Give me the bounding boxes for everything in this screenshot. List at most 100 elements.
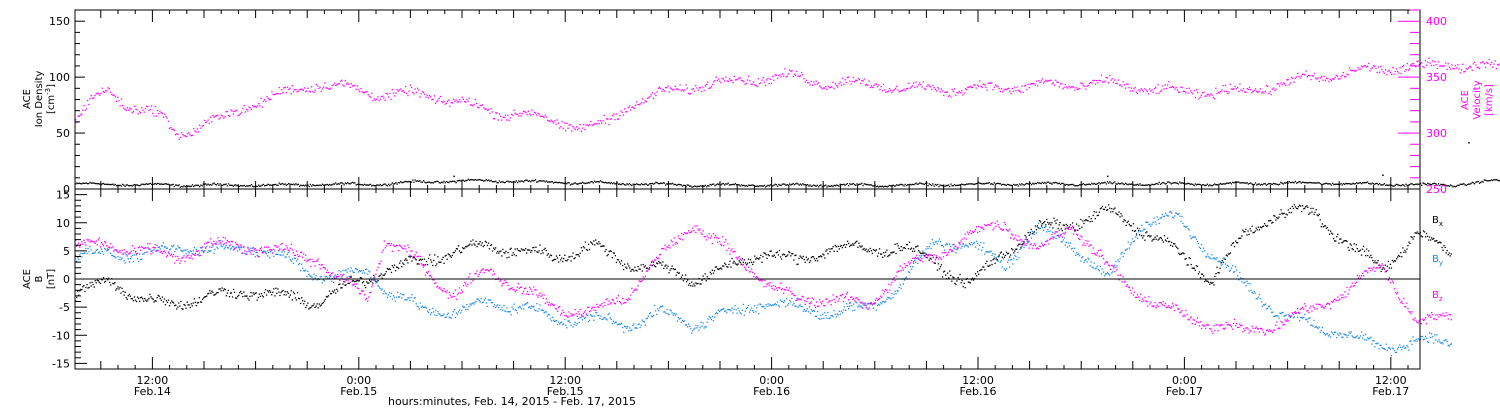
velocity-point: [367, 94, 369, 96]
bx-point: [355, 280, 357, 282]
ion-density-point: [385, 184, 387, 186]
ion-density-point: [1496, 179, 1499, 181]
bx-point: [1245, 228, 1247, 230]
velocity-point: [1033, 83, 1035, 85]
bx-point: [1127, 220, 1129, 222]
velocity-point: [339, 80, 342, 82]
velocity-point: [577, 129, 579, 131]
velocity-point: [483, 107, 485, 109]
bx-point: [240, 290, 242, 293]
bx-point: [768, 255, 770, 257]
velocity-point: [1135, 91, 1137, 93]
velocity-point: [732, 82, 734, 84]
bx-point: [444, 255, 446, 257]
by-point: [265, 253, 268, 255]
bx-point: [594, 244, 596, 246]
ion-density-point: [364, 183, 366, 185]
bx-point: [757, 258, 759, 260]
ion-density-point: [522, 181, 525, 183]
by-point: [81, 256, 83, 258]
velocity-point: [392, 92, 395, 94]
ion-density-point: [1313, 182, 1316, 184]
ion-density-point: [990, 183, 992, 185]
velocity-point: [237, 114, 239, 117]
bx-point: [303, 303, 305, 305]
bx-point: [1284, 216, 1286, 219]
velocity-point: [661, 90, 663, 92]
ion-density-point: [525, 179, 527, 181]
ion-density-point: [286, 183, 289, 186]
velocity-point: [724, 80, 726, 82]
velocity-point: [479, 104, 481, 107]
velocity-point: [319, 86, 321, 88]
bx-point: [82, 286, 84, 288]
bx-point: [964, 287, 966, 289]
by-point: [222, 244, 224, 246]
bx-point: [112, 282, 114, 285]
velocity-point: [218, 118, 220, 120]
velocity-point: [855, 79, 857, 81]
ion-density-point: [848, 185, 850, 187]
bx-point: [661, 264, 663, 266]
bx-point: [600, 245, 602, 248]
velocity-point: [1286, 79, 1288, 81]
velocity-point: [1128, 87, 1130, 89]
ion-density-point: [506, 180, 508, 182]
velocity-point: [873, 84, 875, 87]
velocity-point: [1360, 65, 1363, 67]
ion-density-point: [321, 183, 324, 185]
ion-density-point: [1140, 184, 1142, 186]
by-point: [260, 246, 263, 249]
ion-density-point: [672, 182, 674, 184]
ion-density-point: [1283, 182, 1286, 184]
velocity-point: [1044, 80, 1046, 83]
bx-point: [1230, 244, 1233, 246]
ion-density-point: [277, 184, 279, 186]
velocity-point: [203, 119, 206, 122]
ion-density-point: [1423, 182, 1425, 185]
by-point: [251, 247, 253, 249]
ion-density-point: [167, 183, 169, 185]
velocity-point: [353, 85, 355, 87]
ion-density-point: [773, 184, 775, 186]
ion-density-point: [1144, 184, 1146, 186]
velocity-point: [536, 114, 538, 116]
ion-density-point: [1328, 183, 1330, 185]
ion-density-point: [1406, 184, 1408, 187]
ion-density-point: [300, 184, 302, 186]
velocity-point: [544, 114, 546, 116]
ion-density-point: [249, 185, 251, 187]
ion-density-point: [999, 183, 1001, 185]
ion-density-point: [870, 184, 873, 186]
bx-point: [1000, 251, 1002, 253]
ion-density-point: [542, 180, 544, 182]
bx-point: [870, 250, 872, 252]
velocity-point: [642, 98, 644, 100]
bx-point: [724, 262, 726, 264]
velocity-point: [290, 93, 292, 95]
velocity-point: [1167, 84, 1169, 86]
bx-point: [1104, 206, 1107, 208]
ion-density-point: [939, 184, 941, 186]
ion-density-point: [427, 181, 430, 183]
by-point: [204, 250, 206, 252]
ion-density-point: [509, 180, 511, 183]
bx-point: [296, 292, 299, 294]
bx-point: [1064, 228, 1066, 230]
velocity-point: [471, 104, 473, 106]
velocity-point: [674, 85, 676, 87]
bx-point: [755, 258, 757, 260]
ion-density-point: [166, 183, 168, 185]
velocity-point: [243, 105, 245, 107]
bx-point: [500, 250, 502, 252]
bx-point: [1165, 240, 1168, 242]
bx-point: [622, 264, 624, 267]
velocity-point: [1014, 86, 1016, 88]
bx-point: [575, 254, 577, 256]
ion-density-point: [973, 183, 975, 186]
velocity-point: [598, 122, 600, 125]
ion-density-point: [1322, 183, 1324, 185]
bx-point: [1265, 225, 1268, 227]
velocity-point: [307, 87, 309, 89]
